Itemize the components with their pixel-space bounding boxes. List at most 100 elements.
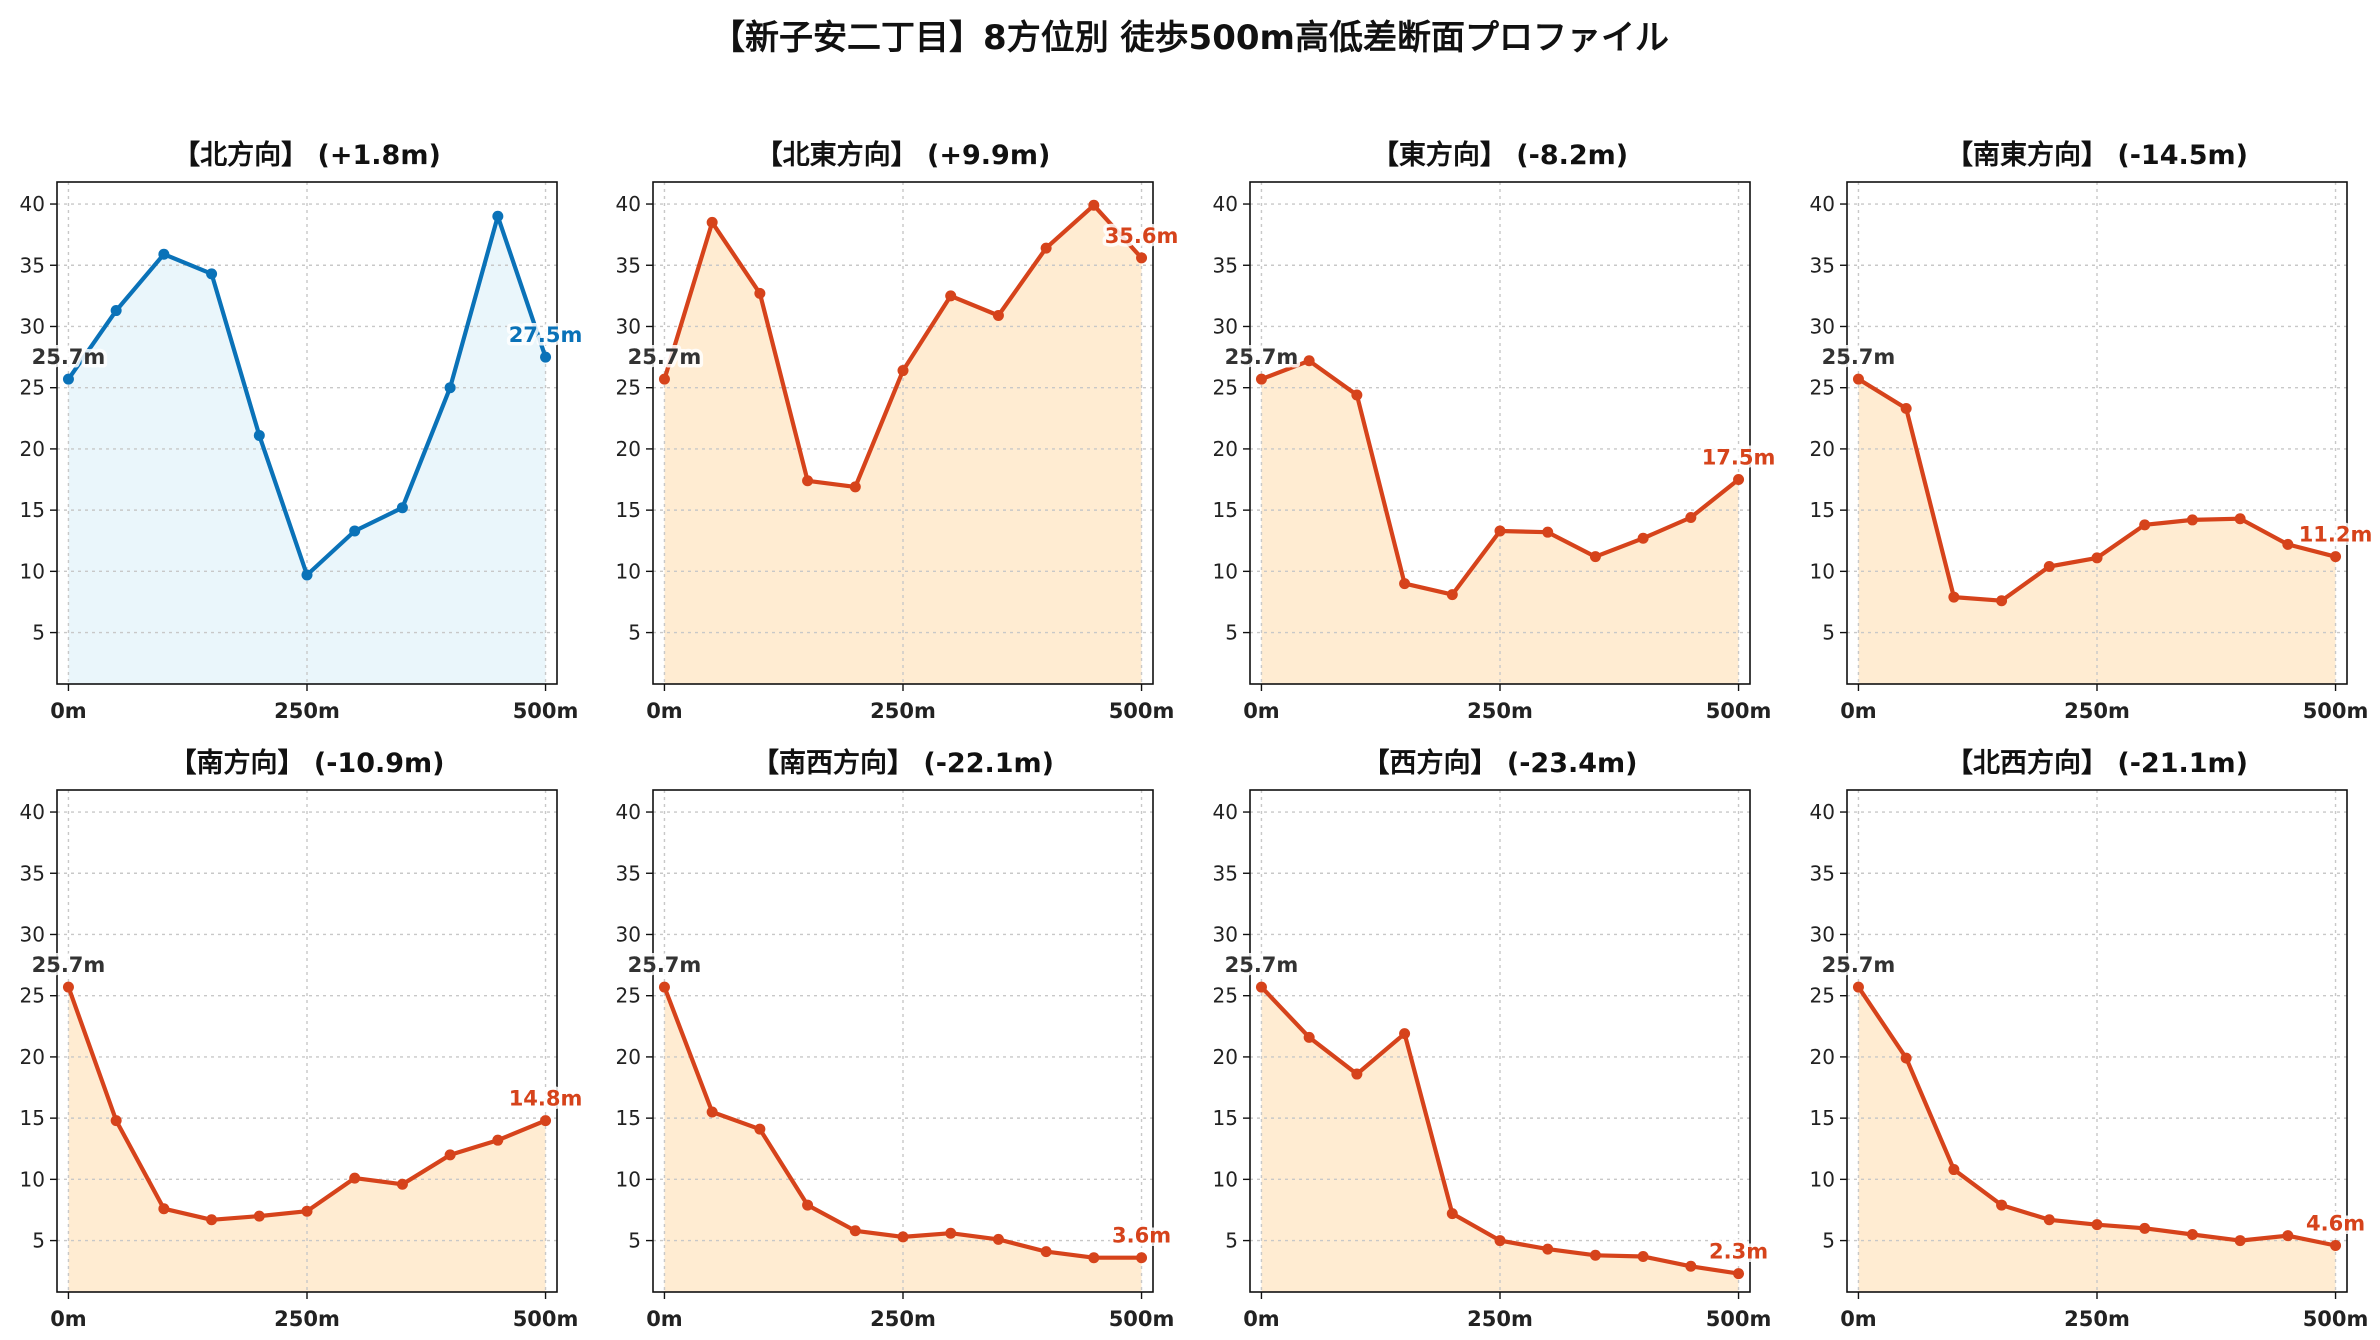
start-label-halo: 25.7m <box>628 345 702 369</box>
data-point <box>1255 981 1267 993</box>
elevation-area <box>1858 379 2336 684</box>
y-tick-label: 40 <box>616 192 641 216</box>
data-point <box>945 290 957 302</box>
x-tick-label: 250m <box>2064 1307 2130 1331</box>
y-tick-label: 30 <box>616 922 641 946</box>
data-point <box>1948 591 1960 603</box>
data-point <box>2330 1239 2342 1251</box>
y-tick-label: 10 <box>1810 559 1835 583</box>
start-label-halo: 25.7m <box>628 953 702 977</box>
end-label: 35.6m <box>1105 224 1179 248</box>
data-point <box>897 365 909 377</box>
data-point <box>658 373 670 385</box>
y-tick-label: 25 <box>1810 984 1835 1008</box>
elevation-area <box>664 205 1142 685</box>
data-point <box>1351 389 1363 401</box>
profile-panel-5: 【南西方向】 (-22.1m) 5 10 15 20 25 30 35 40 0m 250m 500m… <box>616 747 1175 1331</box>
y-tick-label: 20 <box>616 1045 641 1069</box>
x-tick-label: 500m <box>1706 699 1772 723</box>
y-tick-label: 5 <box>1225 621 1238 645</box>
data-point <box>158 1203 170 1215</box>
data-point <box>110 305 122 317</box>
end-label-halo: 35.6m <box>1105 224 1179 248</box>
start-label: 25.7m <box>1822 345 1896 369</box>
profile-panel-3: 【南東方向】 (-14.5m) 5 10 15 20 25 30 35 40 0m 250m 500m… <box>1810 139 2376 723</box>
data-point <box>396 1178 408 1190</box>
x-tick-label: 250m <box>870 1307 936 1331</box>
y-tick-label: 10 <box>1213 559 1238 583</box>
y-tick-label: 40 <box>1213 192 1238 216</box>
profile-panel-6: 【西方向】 (-23.4m) 5 10 15 20 25 30 35 40 0m 250m 500m 2… <box>1213 747 1772 1331</box>
data-point <box>1542 526 1554 538</box>
start-label-halo: 25.7m <box>1822 953 1896 977</box>
end-label-halo: 27.5m <box>509 323 583 347</box>
x-tick-label: 0m <box>646 1307 683 1331</box>
y-tick-label: 15 <box>1810 1106 1835 1130</box>
y-tick-label: 40 <box>616 800 641 824</box>
x-tick-label: 0m <box>50 1307 87 1331</box>
data-point <box>1685 1260 1697 1272</box>
start-label-halo: 25.7m <box>32 953 106 977</box>
data-point <box>1399 578 1411 590</box>
y-tick-label: 30 <box>1213 314 1238 338</box>
y-tick-label: 5 <box>32 621 45 645</box>
data-point <box>2282 1230 2294 1242</box>
data-point <box>2234 513 2246 525</box>
end-label: 17.5m <box>1702 446 1776 470</box>
data-point <box>754 287 766 299</box>
data-point <box>1685 511 1697 523</box>
data-point <box>206 1214 218 1226</box>
data-point <box>1900 1052 1912 1064</box>
x-tick-label: 500m <box>1109 699 1175 723</box>
data-point <box>849 1225 861 1237</box>
data-point <box>2043 1214 2055 1226</box>
start-label: 25.7m <box>1225 953 1299 977</box>
data-point <box>706 216 718 228</box>
data-point <box>301 1205 313 1217</box>
y-tick-label: 35 <box>616 253 641 277</box>
start-label: 25.7m <box>628 345 702 369</box>
profile-panel-7: 【北西方向】 (-21.1m) 5 10 15 20 25 30 35 40 0m 250m 500m… <box>1810 747 2369 1331</box>
y-tick-label: 15 <box>616 498 641 522</box>
data-point <box>1852 981 1864 993</box>
data-point <box>2186 514 2198 526</box>
data-point <box>62 373 74 385</box>
y-tick-label: 25 <box>1810 376 1835 400</box>
end-label: 4.6m <box>2306 1211 2365 1235</box>
y-tick-label: 40 <box>1213 800 1238 824</box>
profile-panel-0: 【北方向】 (+1.8m) 5 10 15 20 25 30 35 40 0m 250m 500m 25… <box>20 139 586 723</box>
y-tick-label: 10 <box>20 1167 45 1191</box>
data-point <box>992 1233 1004 1245</box>
figure-title: 【新子安二丁目】8方位別 徒歩500m高低差断面プロファイル <box>711 18 1669 58</box>
y-tick-label: 5 <box>1822 621 1835 645</box>
start-label: 25.7m <box>628 953 702 977</box>
data-point <box>2043 560 2055 572</box>
data-point <box>849 481 861 493</box>
start-label: 25.7m <box>32 953 106 977</box>
y-tick-label: 10 <box>1810 1167 1835 1191</box>
data-point <box>1637 532 1649 544</box>
x-tick-label: 500m <box>513 1307 579 1331</box>
y-tick-label: 35 <box>1213 253 1238 277</box>
elevation-area <box>1261 987 1739 1292</box>
y-tick-label: 30 <box>20 314 45 338</box>
data-point <box>206 268 218 280</box>
data-point <box>2330 551 2342 563</box>
panel-title: 【北東方向】 (+9.9m) <box>756 139 1051 171</box>
data-point <box>253 1210 265 1222</box>
data-point <box>1255 373 1267 385</box>
data-point <box>945 1227 957 1239</box>
y-tick-label: 5 <box>32 1229 45 1253</box>
y-tick-label: 25 <box>20 376 45 400</box>
y-tick-label: 30 <box>1810 922 1835 946</box>
profile-panel-4: 【南方向】 (-10.9m) 5 10 15 20 25 30 35 40 0m 250m 500m 2… <box>20 747 586 1331</box>
y-tick-label: 10 <box>20 559 45 583</box>
data-point <box>1088 1252 1100 1264</box>
data-point <box>1948 1164 1960 1176</box>
y-tick-label: 20 <box>1213 1045 1238 1069</box>
x-tick-label: 0m <box>50 699 87 723</box>
data-point <box>492 210 504 222</box>
data-point <box>1733 1268 1745 1280</box>
data-point <box>1589 1249 1601 1261</box>
data-point <box>1733 474 1745 486</box>
